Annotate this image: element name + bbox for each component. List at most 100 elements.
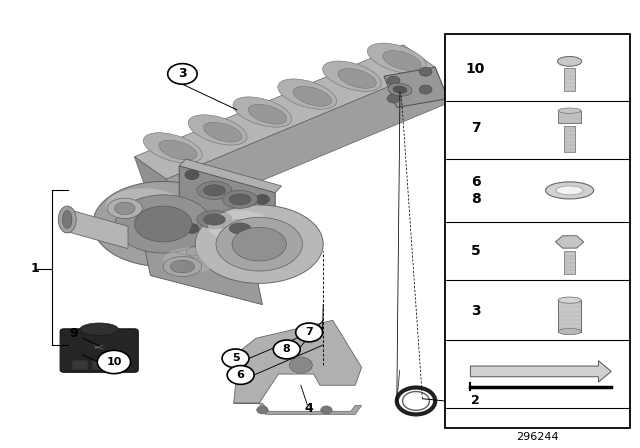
Polygon shape <box>556 236 584 248</box>
Ellipse shape <box>338 69 376 88</box>
Ellipse shape <box>383 51 421 70</box>
Text: 7: 7 <box>470 121 481 135</box>
Ellipse shape <box>557 56 582 66</box>
Ellipse shape <box>545 182 593 199</box>
Text: 9: 9 <box>69 327 78 340</box>
Ellipse shape <box>393 86 407 93</box>
Bar <box>558 300 581 332</box>
Ellipse shape <box>229 223 251 234</box>
Polygon shape <box>230 320 362 403</box>
Ellipse shape <box>93 181 234 267</box>
Ellipse shape <box>216 217 303 271</box>
Bar <box>445 34 630 428</box>
Polygon shape <box>384 67 448 108</box>
Ellipse shape <box>558 328 581 335</box>
FancyBboxPatch shape <box>60 329 138 372</box>
Ellipse shape <box>197 181 232 199</box>
Circle shape <box>222 349 249 368</box>
Ellipse shape <box>195 205 323 284</box>
Bar <box>92 360 107 370</box>
Circle shape <box>185 170 199 180</box>
Circle shape <box>227 366 254 384</box>
Text: 1: 1 <box>31 262 40 276</box>
Polygon shape <box>134 157 179 215</box>
Text: 10: 10 <box>106 357 122 367</box>
Polygon shape <box>179 166 275 264</box>
Ellipse shape <box>223 190 258 208</box>
Ellipse shape <box>367 43 426 73</box>
Circle shape <box>289 357 312 373</box>
Ellipse shape <box>232 228 287 261</box>
Ellipse shape <box>188 115 247 145</box>
Ellipse shape <box>159 140 197 160</box>
Ellipse shape <box>134 206 192 242</box>
Circle shape <box>321 406 332 414</box>
Text: 5: 5 <box>232 353 239 363</box>
Text: 4: 4 <box>304 402 313 415</box>
Ellipse shape <box>143 133 202 163</box>
Ellipse shape <box>115 202 135 215</box>
Circle shape <box>273 340 300 359</box>
Ellipse shape <box>229 194 251 205</box>
Polygon shape <box>64 208 128 249</box>
Polygon shape <box>179 159 282 193</box>
Bar <box>111 360 126 370</box>
Text: 7: 7 <box>305 327 313 337</box>
Ellipse shape <box>106 188 182 224</box>
Ellipse shape <box>108 198 143 219</box>
Ellipse shape <box>163 256 202 277</box>
Ellipse shape <box>208 211 272 242</box>
Ellipse shape <box>556 186 583 195</box>
Text: VAC: VAC <box>94 345 104 350</box>
Ellipse shape <box>197 211 232 228</box>
Ellipse shape <box>204 185 225 196</box>
Bar <box>72 360 88 370</box>
Ellipse shape <box>223 220 258 237</box>
Ellipse shape <box>115 195 211 253</box>
Circle shape <box>255 194 269 204</box>
Circle shape <box>296 323 323 342</box>
Bar <box>564 126 575 152</box>
Circle shape <box>255 248 269 258</box>
Polygon shape <box>134 45 435 179</box>
Ellipse shape <box>58 206 76 233</box>
Bar <box>558 111 581 123</box>
Text: 6
8: 6 8 <box>470 175 481 206</box>
Ellipse shape <box>80 323 118 336</box>
Circle shape <box>97 350 131 374</box>
Ellipse shape <box>233 97 292 127</box>
Circle shape <box>419 67 432 76</box>
Text: 6: 6 <box>237 370 244 380</box>
Polygon shape <box>186 190 253 197</box>
Bar <box>564 251 575 274</box>
Polygon shape <box>234 403 362 414</box>
Ellipse shape <box>388 83 412 96</box>
Text: 3: 3 <box>178 67 187 81</box>
Text: 5: 5 <box>470 244 481 258</box>
Text: 3: 3 <box>470 304 481 319</box>
Text: 8: 8 <box>283 345 291 354</box>
Circle shape <box>387 94 400 103</box>
Circle shape <box>419 85 432 94</box>
Polygon shape <box>470 361 611 382</box>
Text: 2: 2 <box>470 394 479 408</box>
Text: 10: 10 <box>466 62 485 77</box>
Ellipse shape <box>278 79 337 109</box>
Circle shape <box>257 406 268 414</box>
Ellipse shape <box>170 260 195 273</box>
Ellipse shape <box>558 108 581 113</box>
Bar <box>564 68 575 91</box>
Ellipse shape <box>163 247 221 272</box>
Ellipse shape <box>204 122 242 142</box>
Polygon shape <box>186 197 243 255</box>
Circle shape <box>387 76 400 85</box>
Ellipse shape <box>558 297 581 303</box>
Ellipse shape <box>63 211 72 228</box>
Circle shape <box>168 64 197 84</box>
Ellipse shape <box>204 214 225 225</box>
Polygon shape <box>144 244 262 305</box>
Ellipse shape <box>323 61 381 91</box>
Ellipse shape <box>248 104 287 124</box>
Circle shape <box>185 224 199 233</box>
Text: 296244: 296244 <box>516 432 559 442</box>
